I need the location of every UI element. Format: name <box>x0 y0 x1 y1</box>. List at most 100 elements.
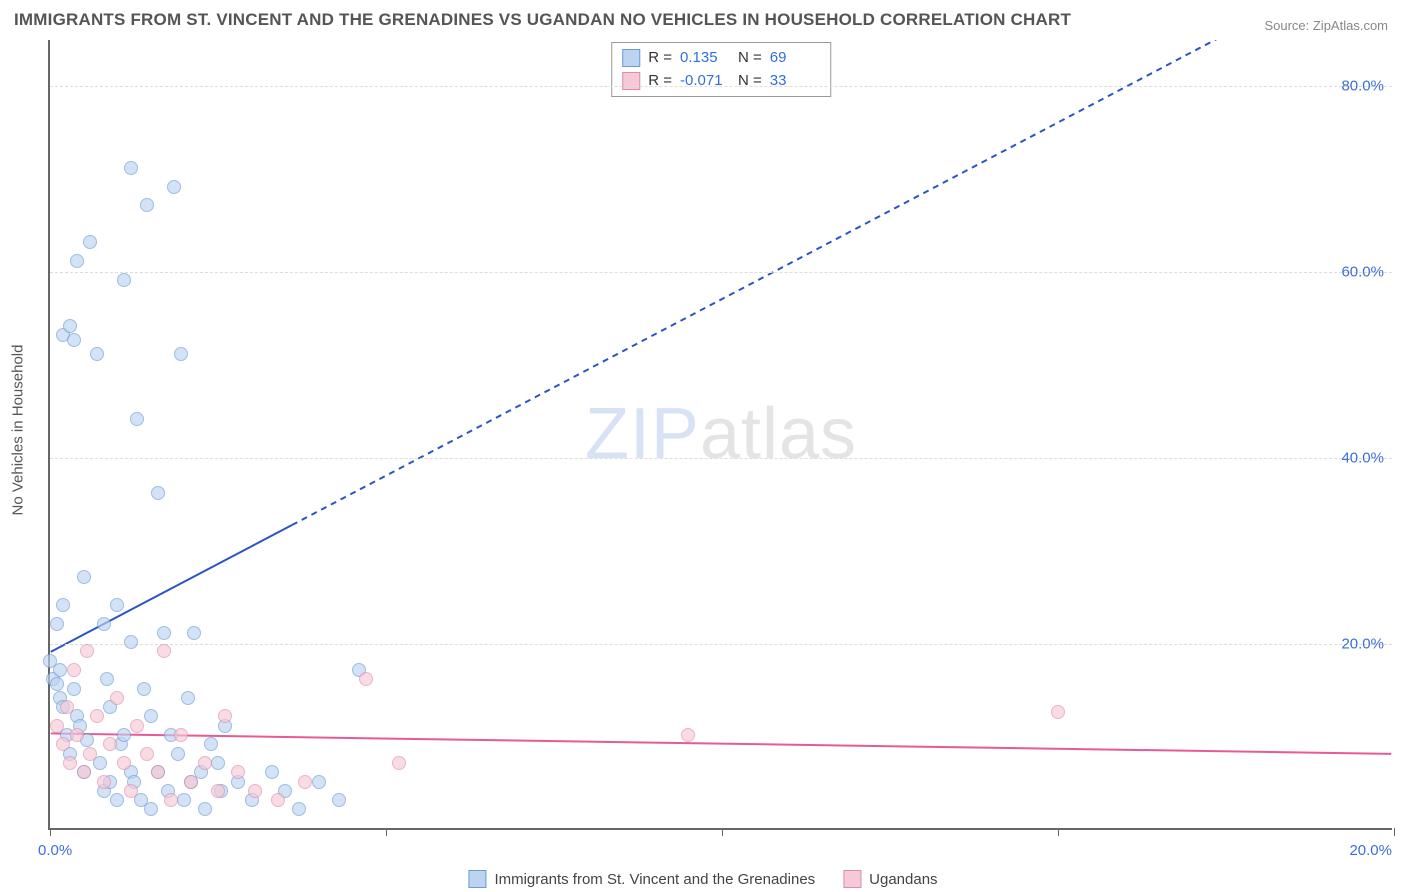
data-point-ugandans <box>83 747 97 761</box>
n-label: N = <box>738 70 762 93</box>
data-point-svg <box>167 180 181 194</box>
data-point-ugandans <box>60 700 74 714</box>
data-point-svg <box>144 802 158 816</box>
data-point-ugandans <box>248 784 262 798</box>
gridline-h <box>50 272 1392 273</box>
data-point-ugandans <box>298 775 312 789</box>
data-point-ugandans <box>63 756 77 770</box>
data-point-ugandans <box>97 775 111 789</box>
data-point-svg <box>67 333 81 347</box>
r-value: -0.071 <box>680 70 730 93</box>
data-point-svg <box>124 635 138 649</box>
data-point-svg <box>157 626 171 640</box>
series-legend: Immigrants from St. Vincent and the Gren… <box>468 870 937 888</box>
legend-item-ugandans: Ugandans <box>843 870 937 888</box>
data-point-svg <box>198 802 212 816</box>
data-point-svg <box>97 617 111 631</box>
scatter-plot: ZIPatlas R = 0.135 N = 69R = -0.071 N = 33 20.… <box>48 40 1392 830</box>
gridline-h <box>50 86 1392 87</box>
watermark-atlas: atlas <box>700 394 857 474</box>
gridline-h <box>50 644 1392 645</box>
data-point-svg <box>174 347 188 361</box>
data-point-ugandans <box>56 737 70 751</box>
data-point-svg <box>124 161 138 175</box>
source-attribution: Source: ZipAtlas.com <box>1264 18 1388 33</box>
legend-label: Ugandans <box>869 871 937 888</box>
legend-swatch-icon <box>468 870 486 888</box>
data-point-svg <box>63 319 77 333</box>
x-tick <box>722 828 723 836</box>
data-point-svg <box>140 198 154 212</box>
chart-title: IMMIGRANTS FROM ST. VINCENT AND THE GREN… <box>14 10 1071 30</box>
data-point-svg <box>177 793 191 807</box>
y-tick-label: 80.0% <box>1341 78 1384 95</box>
data-point-svg <box>50 677 64 691</box>
y-tick-label: 60.0% <box>1341 264 1384 281</box>
data-point-svg <box>77 570 91 584</box>
x-tick <box>386 828 387 836</box>
r-value: 0.135 <box>680 47 730 70</box>
data-point-ugandans <box>77 765 91 779</box>
data-point-ugandans <box>231 765 245 779</box>
y-tick-label: 20.0% <box>1341 636 1384 653</box>
data-point-svg <box>67 682 81 696</box>
data-point-ugandans <box>174 728 188 742</box>
data-point-svg <box>117 273 131 287</box>
n-value: 69 <box>770 47 820 70</box>
watermark: ZIPatlas <box>585 393 857 475</box>
stats-row-ugandans: R = -0.071 N = 33 <box>622 70 820 93</box>
n-label: N = <box>738 47 762 70</box>
data-point-ugandans <box>184 775 198 789</box>
data-point-ugandans <box>392 756 406 770</box>
data-point-ugandans <box>681 728 695 742</box>
data-point-svg <box>171 747 185 761</box>
data-point-svg <box>70 254 84 268</box>
data-point-ugandans <box>211 784 225 798</box>
data-point-ugandans <box>80 644 94 658</box>
watermark-zip: ZIP <box>585 394 700 474</box>
data-point-svg <box>110 598 124 612</box>
x-tick <box>1058 828 1059 836</box>
n-value: 33 <box>770 70 820 93</box>
legend-swatch-icon <box>622 49 640 67</box>
trend-line-ugandans <box>51 733 1392 753</box>
legend-swatch-icon <box>843 870 861 888</box>
data-point-svg <box>211 756 225 770</box>
data-point-ugandans <box>164 793 178 807</box>
data-point-ugandans <box>110 691 124 705</box>
stats-row-svg: R =0.135N =69 <box>622 47 820 70</box>
data-point-ugandans <box>1051 705 1065 719</box>
r-label: R = <box>648 70 672 93</box>
data-point-svg <box>187 626 201 640</box>
data-point-ugandans <box>271 793 285 807</box>
data-point-svg <box>83 235 97 249</box>
gridline-h <box>50 458 1392 459</box>
trend-lines <box>50 40 1392 828</box>
data-point-svg <box>110 793 124 807</box>
legend-item-svg: Immigrants from St. Vincent and the Gren… <box>468 870 815 888</box>
data-point-svg <box>56 598 70 612</box>
data-point-ugandans <box>157 644 171 658</box>
data-point-svg <box>144 709 158 723</box>
data-point-ugandans <box>67 663 81 677</box>
x-tick-label: 0.0% <box>38 842 72 859</box>
data-point-svg <box>137 682 151 696</box>
data-point-svg <box>332 793 346 807</box>
x-tick-label: 20.0% <box>1349 842 1392 859</box>
data-point-svg <box>204 737 218 751</box>
data-point-svg <box>53 663 67 677</box>
data-point-ugandans <box>218 709 232 723</box>
data-point-ugandans <box>70 728 84 742</box>
trend-line-svg-dashed <box>292 40 1391 525</box>
data-point-svg <box>312 775 326 789</box>
y-axis-title: No Vehicles in Household <box>10 345 27 516</box>
y-tick-label: 40.0% <box>1341 450 1384 467</box>
data-point-svg <box>117 728 131 742</box>
data-point-svg <box>50 617 64 631</box>
data-point-ugandans <box>151 765 165 779</box>
data-point-svg <box>90 347 104 361</box>
data-point-svg <box>100 672 114 686</box>
x-tick <box>1394 828 1395 836</box>
data-point-svg <box>265 765 279 779</box>
data-point-ugandans <box>90 709 104 723</box>
